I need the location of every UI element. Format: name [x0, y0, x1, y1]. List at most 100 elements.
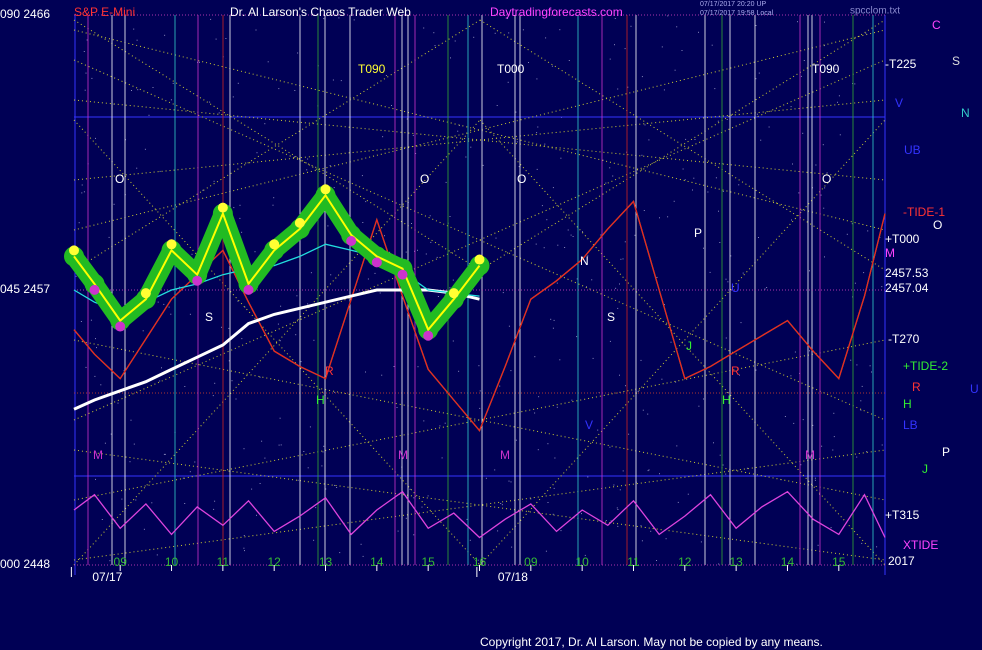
- star: [159, 380, 161, 382]
- star: [850, 359, 852, 361]
- star: [535, 243, 537, 245]
- star: [600, 234, 602, 236]
- star: [860, 409, 862, 411]
- annotation: H: [903, 397, 912, 411]
- star: [802, 419, 804, 421]
- star: [647, 413, 649, 415]
- high-dot: [217, 202, 228, 213]
- star: [478, 365, 480, 367]
- star: [534, 412, 536, 414]
- star: [538, 396, 540, 398]
- star: [576, 336, 578, 338]
- star: [303, 451, 305, 452]
- high-dot: [448, 288, 459, 299]
- star: [241, 338, 243, 340]
- annotation: S: [205, 310, 213, 324]
- star: [184, 503, 186, 504]
- star: [306, 169, 308, 171]
- star: [243, 547, 245, 549]
- star: [725, 473, 727, 475]
- star: [379, 292, 381, 294]
- star: [586, 562, 588, 564]
- annotation: O: [822, 172, 831, 186]
- star: [218, 112, 220, 114]
- star: [221, 326, 222, 328]
- star: [707, 191, 709, 193]
- star: [560, 157, 562, 159]
- star: [793, 422, 795, 424]
- star: [661, 378, 663, 380]
- annotation: T090: [358, 62, 386, 76]
- star: [310, 272, 312, 274]
- star: [676, 445, 678, 447]
- x-tick-label: 10: [575, 555, 589, 569]
- high-dot: [69, 245, 79, 256]
- star: [760, 139, 762, 141]
- star: [278, 88, 280, 90]
- star: [202, 189, 204, 191]
- annotation: R: [325, 364, 334, 378]
- star: [508, 325, 510, 327]
- star: [797, 21, 798, 23]
- annotation: V: [895, 96, 903, 110]
- star: [136, 167, 138, 169]
- star: [568, 60, 570, 61]
- star: [758, 72, 760, 74]
- star: [814, 477, 816, 479]
- star: [296, 295, 298, 297]
- star: [627, 86, 629, 88]
- star: [323, 445, 325, 447]
- star: [546, 219, 548, 221]
- star: [703, 247, 704, 249]
- high-dot: [294, 217, 305, 228]
- star: [83, 51, 85, 52]
- star: [692, 189, 693, 191]
- stamp: 07/17/2017 19:58 Local: [700, 10, 774, 17]
- star: [755, 369, 757, 371]
- star: [665, 538, 667, 540]
- star: [333, 187, 335, 189]
- star: [279, 417, 281, 419]
- annotation: LB: [903, 418, 918, 432]
- star: [237, 300, 239, 302]
- star: [323, 18, 325, 20]
- annotation: +TIDE-2: [903, 359, 948, 373]
- star: [494, 32, 496, 34]
- star: [321, 465, 323, 467]
- star: [742, 272, 744, 274]
- star: [508, 32, 510, 34]
- star: [113, 203, 115, 205]
- star: [837, 101, 838, 103]
- star: [528, 62, 529, 63]
- star: [846, 233, 848, 235]
- annotation: +T315: [885, 508, 920, 522]
- star: [459, 124, 460, 126]
- star: [339, 552, 341, 554]
- star: [264, 457, 266, 459]
- star: [421, 506, 423, 508]
- star: [189, 471, 191, 473]
- star: [307, 303, 309, 305]
- star: [547, 443, 549, 445]
- x-tick-label: 12: [678, 555, 692, 569]
- star: [614, 18, 616, 19]
- annotation: H: [722, 393, 731, 407]
- star: [367, 278, 369, 280]
- star: [280, 305, 282, 307]
- star: [764, 288, 766, 290]
- star: [243, 535, 245, 536]
- star: [664, 304, 665, 306]
- star: [867, 230, 869, 232]
- star: [709, 271, 711, 273]
- star: [644, 124, 646, 126]
- star: [609, 340, 611, 342]
- cycle-line: [73, 29, 886, 231]
- star: [663, 89, 665, 91]
- star: [698, 31, 699, 33]
- star: [237, 82, 239, 84]
- star: [264, 123, 266, 125]
- annotation: M: [885, 246, 895, 260]
- star: [856, 364, 858, 366]
- star: [698, 405, 700, 407]
- star: [330, 274, 332, 276]
